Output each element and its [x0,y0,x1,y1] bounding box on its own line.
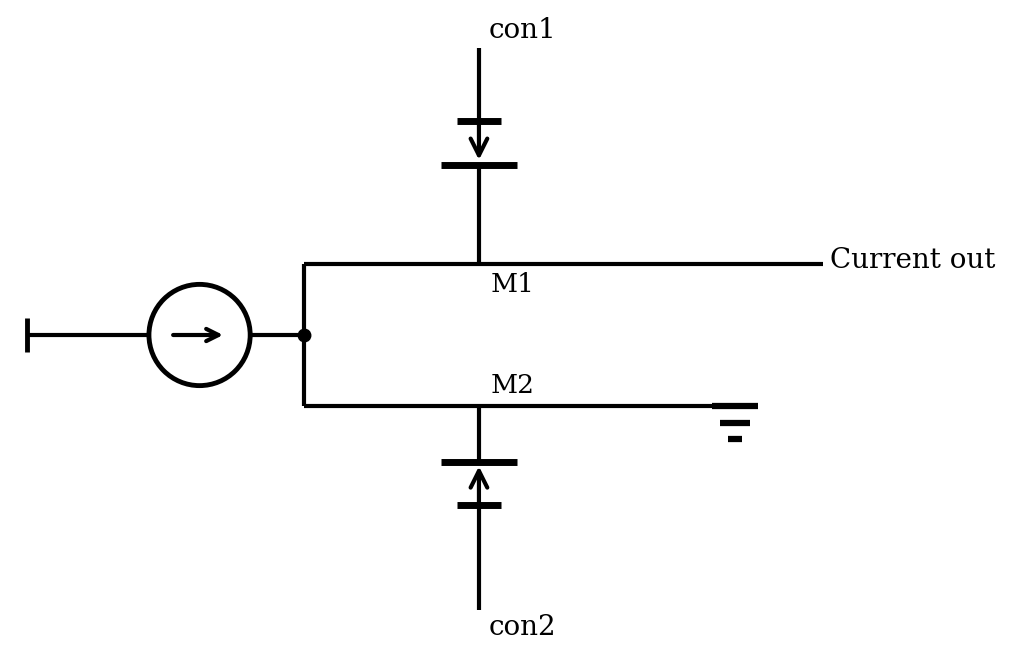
Text: M1: M1 [491,272,534,297]
Text: Current out: Current out [830,247,996,273]
Text: con1: con1 [489,17,557,44]
Text: con2: con2 [489,614,557,641]
Text: M2: M2 [491,373,535,398]
